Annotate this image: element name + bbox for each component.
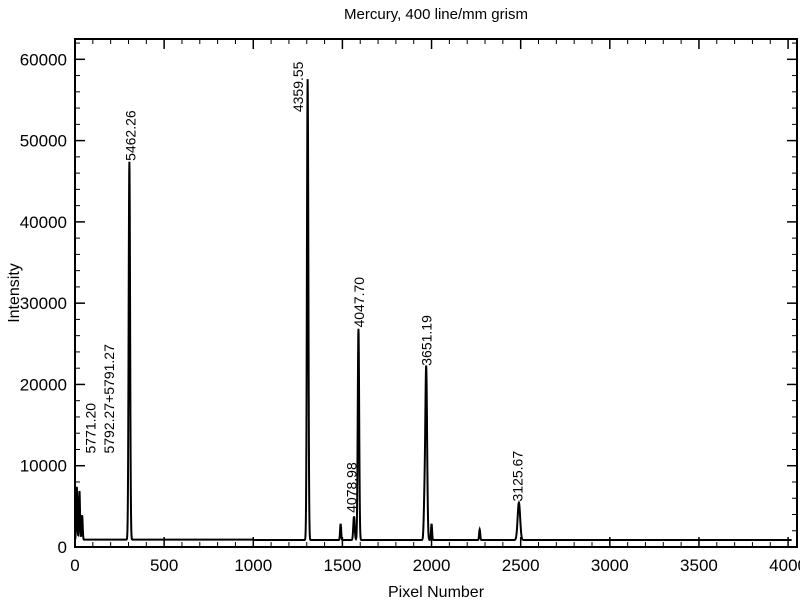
peak-label: 4078.98 [344,462,360,513]
x-tick-label: 3000 [591,556,629,575]
chart-title: Mercury, 400 line/mm grism [344,6,528,23]
peak-label: 4359.55 [290,61,306,112]
y-axis-title: Intensity [6,263,23,323]
annotation-layer: 5771.20 5792.27+5791.27 5462.26 4359.55 4078… [83,61,526,513]
y-tick-label: 10000 [20,457,67,476]
plot-frame [74,38,798,548]
peak-label: 3651.19 [419,315,435,366]
y-tick-label: 30000 [20,294,67,313]
peak-label: 5771.20 [83,403,99,454]
spectrum-line [74,79,792,542]
y-tick-label: 0 [58,538,67,557]
axes-layer: 0500100015002000250030003500400001000020… [20,38,800,575]
y-tick-label: 50000 [20,132,67,151]
x-tick-label: 2000 [413,556,451,575]
y-tick-label: 40000 [20,213,67,232]
peak-label: 5792.27+5791.27 [101,344,117,454]
spectrum-layer [74,79,792,542]
x-tick-label: 0 [70,556,79,575]
y-tick-label: 20000 [20,375,67,394]
x-axis-title: Pixel Number [388,584,485,601]
x-tick-label: 4000 [769,556,800,575]
x-tick-label: 500 [150,556,178,575]
peak-label: 4047.70 [351,277,367,328]
x-tick-label: 2500 [502,556,540,575]
y-tick-label: 60000 [20,50,67,69]
peak-label: 5462.26 [123,110,139,161]
x-tick-label: 1000 [234,556,272,575]
x-tick-label: 3500 [680,556,718,575]
peak-label: 3125.67 [509,451,525,502]
x-tick-label: 1500 [323,556,361,575]
